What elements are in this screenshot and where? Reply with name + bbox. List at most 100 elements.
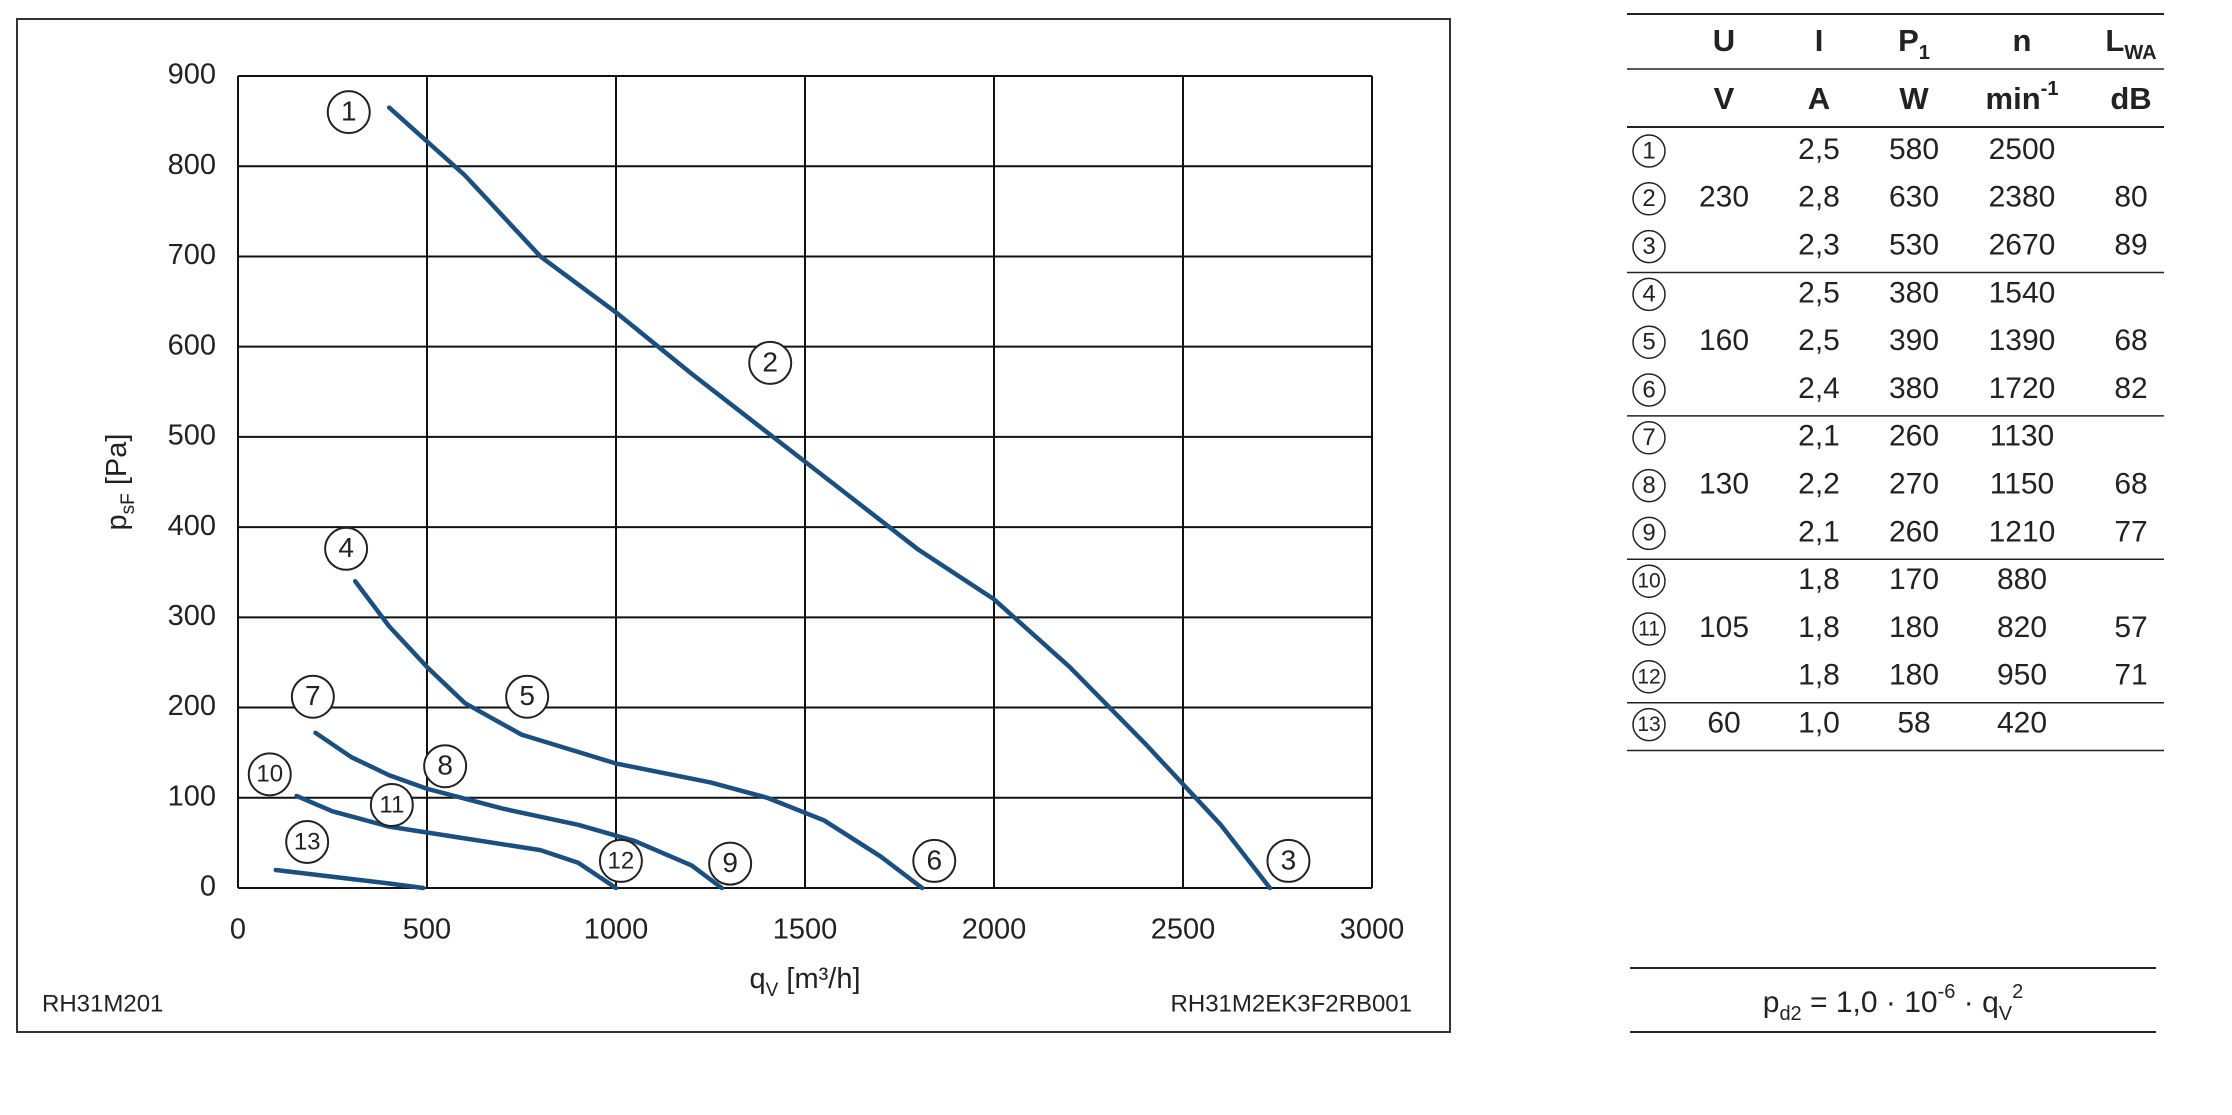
table-cell: 2670 bbox=[1989, 229, 2056, 262]
annotation-circle bbox=[247, 752, 292, 797]
annotation-label: 2 bbox=[762, 346, 778, 377]
row-id-circle bbox=[1632, 660, 1666, 694]
text-part: min bbox=[1986, 81, 2041, 116]
annotation-label: 6 bbox=[926, 844, 942, 875]
table-cell: 260 bbox=[1889, 515, 1939, 548]
row-id: 1 bbox=[1642, 137, 1655, 164]
table-cell: 230 bbox=[1699, 181, 1749, 214]
annotation-circle bbox=[912, 838, 957, 883]
table-cell: 80 bbox=[2114, 181, 2147, 214]
row-id: 5 bbox=[1642, 329, 1655, 356]
annotation-circle bbox=[324, 526, 369, 571]
supscript: 2 bbox=[2012, 981, 2023, 1003]
table-cell: 530 bbox=[1889, 229, 1939, 262]
row-id-circle bbox=[1632, 373, 1666, 407]
x-tick-label: 0 bbox=[230, 914, 246, 946]
table-cell: 1,0 bbox=[1798, 707, 1840, 740]
annotation-circle bbox=[748, 340, 793, 385]
x-tick-label: 1000 bbox=[584, 914, 649, 946]
subscript: V bbox=[766, 980, 779, 1001]
row-id: 11 bbox=[1638, 618, 1660, 641]
table-cell: 82 bbox=[2114, 372, 2147, 405]
footer-right: RH31M2EK3F2RB001 bbox=[1171, 990, 1412, 1017]
annotation-label: 13 bbox=[294, 828, 321, 855]
table-unit: dB bbox=[2110, 81, 2151, 116]
row-id: 6 bbox=[1642, 376, 1655, 403]
footer-left: RH31M201 bbox=[42, 990, 163, 1017]
row-id-circle bbox=[1632, 468, 1666, 503]
table-cell: 1390 bbox=[1989, 324, 2056, 357]
table-cell: 1210 bbox=[1989, 515, 2056, 548]
y-tick-label: 400 bbox=[168, 510, 216, 542]
table-cell: 1130 bbox=[1990, 420, 2055, 453]
annotation-circle bbox=[326, 90, 371, 135]
text-part: q bbox=[750, 963, 766, 995]
curve bbox=[273, 867, 426, 891]
x-axis-label: qV [m³/h] bbox=[750, 963, 861, 1001]
text-part: p bbox=[1763, 986, 1780, 1019]
supscript: -1 bbox=[2041, 78, 2059, 100]
table-cell: 2500 bbox=[1989, 133, 2056, 166]
subscript: V bbox=[1999, 1003, 2013, 1025]
annotation-circle bbox=[708, 841, 753, 886]
annotation-circle bbox=[505, 674, 550, 719]
y-axis-label: psF [Pa] bbox=[101, 434, 139, 531]
row-id: 2 bbox=[1642, 185, 1655, 212]
row-id: 13 bbox=[1637, 713, 1660, 736]
annotation-label: 7 bbox=[305, 680, 321, 711]
annotation-circle bbox=[369, 782, 414, 827]
table-cell: 2,5 bbox=[1798, 276, 1840, 309]
annotation-label: 3 bbox=[1281, 844, 1297, 875]
x-tick-label: 3000 bbox=[1340, 914, 1405, 946]
y-tick-label: 200 bbox=[168, 690, 216, 722]
table-header: LWA bbox=[2105, 23, 2156, 64]
table-cell: 1150 bbox=[1990, 468, 2055, 501]
table-cell: 580 bbox=[1889, 133, 1939, 166]
table-cell: 89 bbox=[2114, 229, 2147, 262]
row-id: 9 bbox=[1642, 520, 1655, 547]
annotation-circle bbox=[423, 744, 468, 789]
row-id-circle bbox=[1632, 134, 1666, 168]
table-unit: min-1 bbox=[1986, 78, 2059, 116]
row-id: 8 bbox=[1642, 472, 1655, 499]
table-cell: 2,5 bbox=[1798, 324, 1840, 357]
text-part: W bbox=[1899, 81, 1929, 116]
row-id-circle bbox=[1632, 707, 1666, 742]
formula: pd2 = 1,0 · 10-6 · qV2 bbox=[1763, 981, 2024, 1025]
y-tick-label: 800 bbox=[168, 149, 216, 181]
table-cell: 2,1 bbox=[1798, 420, 1840, 453]
table-cell: 2380 bbox=[1989, 181, 2056, 214]
table-cell: 2,2 bbox=[1798, 468, 1840, 501]
row-id: 7 bbox=[1642, 424, 1655, 451]
subscript: sF bbox=[118, 493, 139, 514]
table-cell: 180 bbox=[1889, 611, 1939, 644]
table-unit: A bbox=[1808, 81, 1830, 116]
row-id-circle bbox=[1632, 229, 1666, 264]
table-unit: W bbox=[1899, 81, 1929, 116]
text-part: I bbox=[1815, 23, 1824, 58]
chart-frame bbox=[16, 18, 1451, 1033]
table-cell: 68 bbox=[2114, 324, 2147, 357]
table-cell: 390 bbox=[1889, 324, 1939, 357]
table-cell: 170 bbox=[1889, 563, 1939, 596]
table-cell: 2,1 bbox=[1798, 515, 1840, 548]
table-header: I bbox=[1815, 23, 1824, 58]
annotation-circle bbox=[290, 674, 335, 719]
subscript: 1 bbox=[1919, 42, 1930, 64]
table-cell: 77 bbox=[2114, 515, 2147, 548]
table-cell: 60 bbox=[1707, 707, 1740, 740]
row-id-circle bbox=[1632, 564, 1666, 598]
table-cell: 160 bbox=[1699, 324, 1749, 357]
x-tick-label: 500 bbox=[403, 914, 451, 946]
table-cell: 130 bbox=[1699, 468, 1749, 501]
table-cell: 105 bbox=[1699, 611, 1749, 644]
y-tick-label: 100 bbox=[168, 780, 216, 812]
table-cell: 2,8 bbox=[1798, 181, 1840, 214]
row-id: 10 bbox=[1637, 570, 1660, 593]
table-cell: 630 bbox=[1889, 181, 1939, 214]
row-id-circle bbox=[1632, 612, 1666, 646]
table-cell: 1,8 bbox=[1798, 611, 1840, 644]
table-cell: 950 bbox=[1997, 659, 2047, 692]
annotation-label: 9 bbox=[722, 847, 738, 878]
